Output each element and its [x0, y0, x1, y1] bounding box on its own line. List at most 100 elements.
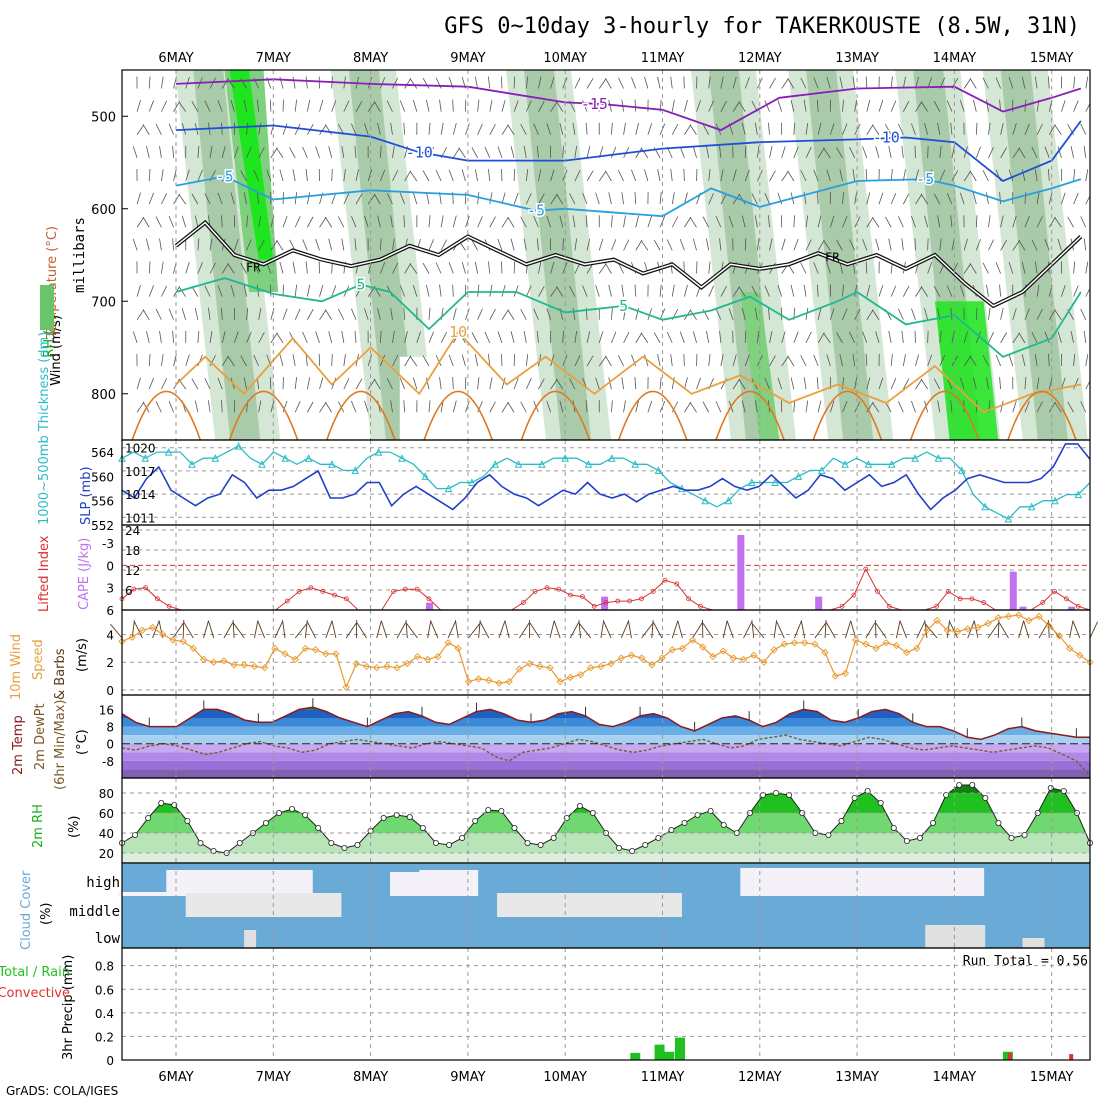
wind-barb — [197, 262, 203, 274]
wind-barb — [315, 238, 320, 251]
rh-marker — [354, 842, 361, 849]
wind-barb — [538, 100, 545, 112]
wind-speed-marker — [413, 653, 422, 661]
wind-barb — [911, 308, 916, 320]
wind-barb — [777, 192, 783, 205]
wind-barb — [816, 284, 819, 297]
wind-barb — [744, 77, 750, 89]
lifted-index-marker — [520, 600, 526, 605]
wind-barb — [839, 354, 843, 367]
wind-barb — [866, 124, 874, 135]
date-labels-top: 6MAY 7MAY 8MAY 9MAY 10MAY 11MAY 12MAY 13MAY 14MA… — [158, 51, 1073, 66]
rh-marker — [943, 792, 950, 799]
wind10-axis-label: 10m Wind — [9, 634, 24, 700]
wind-barb — [1061, 100, 1066, 112]
rh-marker — [262, 820, 269, 827]
lifted-index-marker — [166, 603, 172, 609]
wind-barb — [888, 238, 892, 251]
wind-barb — [559, 215, 564, 228]
wind-barb-10m — [345, 622, 357, 639]
lifted-index-marker — [639, 596, 644, 602]
wind-speed-marker — [261, 664, 269, 672]
wind-barb-10m — [529, 622, 541, 639]
wind-barb — [161, 378, 168, 390]
wind-barb — [136, 192, 141, 205]
wind-barb — [872, 124, 880, 135]
wind-barb — [769, 146, 773, 158]
wind-barb — [1048, 216, 1056, 228]
wind-barb — [634, 284, 637, 297]
wind-barb — [525, 100, 532, 112]
wind-barb — [924, 308, 929, 320]
wind-barb — [538, 76, 542, 89]
wind-barb — [617, 355, 624, 367]
wind-barb — [617, 262, 624, 274]
wind-barb — [191, 193, 199, 205]
wind-barb — [217, 192, 223, 205]
wind-barb — [315, 146, 320, 159]
cloud-low — [1022, 938, 1045, 948]
wind-barb — [854, 284, 858, 297]
wind-barb — [671, 284, 675, 297]
wind-barb — [404, 263, 412, 274]
wind-barb — [209, 238, 213, 251]
thickness-marker — [1074, 490, 1083, 499]
precip-bar-rain — [664, 1051, 675, 1060]
wind-barb — [768, 215, 770, 228]
wind-barb — [924, 123, 929, 135]
thickness-marker — [468, 478, 476, 486]
isotherm — [228, 390, 299, 440]
wind-barb-10m — [865, 622, 876, 639]
run-total-label: Run Total = 0.56 — [963, 954, 1088, 969]
date-label-bottom: 15MAY — [1030, 1070, 1074, 1085]
wind-barb — [982, 77, 989, 89]
wind-barb — [631, 77, 637, 89]
rh-band — [122, 833, 1090, 853]
wind-barb — [872, 402, 880, 413]
cloud-high — [166, 870, 313, 896]
rh-band — [122, 853, 1090, 863]
wind-barb — [136, 402, 145, 413]
rh-marker — [864, 788, 871, 795]
wind-speed-marker — [892, 641, 901, 650]
wind-barb — [513, 76, 516, 89]
wind-barb — [550, 169, 555, 182]
wind-barb — [364, 400, 369, 413]
wind-barb — [702, 401, 710, 413]
rh-marker — [406, 814, 413, 821]
wind-barb — [826, 354, 831, 367]
wind-barb — [901, 330, 904, 343]
wind-barb — [194, 215, 199, 228]
lifted-index-marker — [332, 592, 337, 598]
wind-barb — [302, 331, 308, 344]
wind-barb — [1083, 238, 1087, 251]
rh-marker — [576, 803, 583, 810]
temp-tick-label: -8 — [102, 755, 114, 769]
wind-barb — [1024, 400, 1030, 413]
lifted-index-marker — [863, 566, 869, 572]
temp-tick-label: 0 — [106, 738, 114, 752]
wind-barb — [751, 285, 758, 297]
wind-barb — [800, 77, 807, 89]
wind-speed-marker — [281, 650, 289, 658]
cloud-high — [740, 868, 985, 896]
wind-barb — [1048, 377, 1053, 390]
wind-barb — [412, 377, 418, 390]
wind-speed-marker — [617, 654, 625, 662]
wind-barb — [354, 238, 357, 251]
lifted-index-marker — [674, 581, 680, 587]
thickness-marker — [421, 472, 430, 480]
wind-barb-10m — [603, 621, 612, 639]
date-label-bottom: 14MAY — [933, 1070, 977, 1085]
lifted-index-marker — [957, 596, 963, 602]
wind-barb-10m — [430, 621, 439, 639]
wind-barb — [826, 76, 831, 89]
wind-barb — [878, 285, 884, 297]
thickness-marker — [864, 460, 873, 468]
wind-barb — [204, 285, 211, 297]
wind-barb — [829, 308, 835, 320]
rh-shading — [934, 301, 999, 440]
rh-marker — [838, 818, 845, 825]
pressure-axis-label: millibars — [72, 217, 88, 293]
rh-marker — [1060, 788, 1067, 795]
